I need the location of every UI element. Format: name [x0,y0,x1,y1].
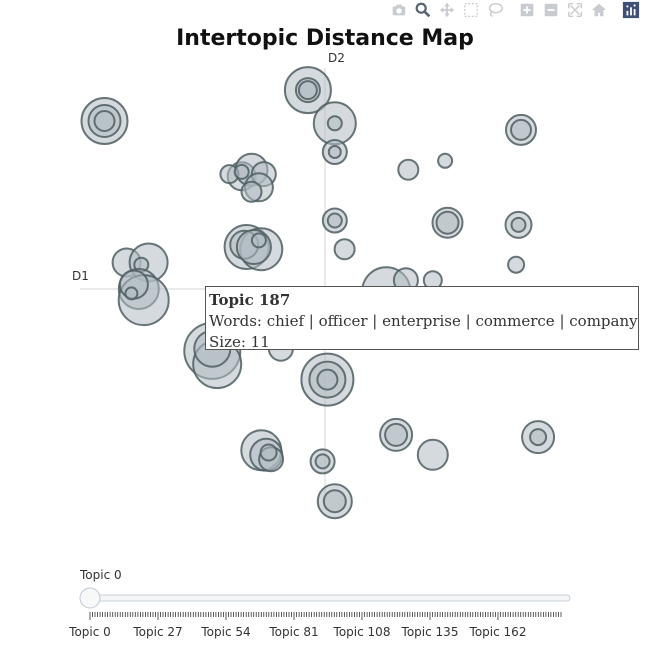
topic-bubble[interactable] [314,453,331,470]
zoom-out-icon[interactable] [541,0,561,20]
slider-tick-label: Topic 0 [68,625,111,639]
tooltip-words: Words: chief | officer | enterprise | co… [209,312,638,330]
topic-bubble[interactable] [507,255,526,274]
slider-tick-label: Topic 27 [132,625,182,639]
lasso-icon[interactable] [485,0,505,20]
tooltip-title: Topic 187 [209,291,291,309]
plotly-logo-icon[interactable] [621,0,641,20]
slider-tick-label: Topic 81 [268,625,318,639]
slider-tick-label: Topic 135 [401,625,459,639]
topic-bubble[interactable] [435,210,460,235]
x-axis-label: D1 [72,269,89,283]
slider-current-label: Topic 0 [79,568,122,582]
topic-bubble[interactable] [416,438,449,471]
topic-bubble[interactable] [384,422,409,447]
zoom-icon[interactable] [413,0,433,20]
topic-bubble[interactable] [322,489,347,514]
topic-bubble[interactable] [297,80,318,101]
topic-bubble[interactable] [327,145,342,159]
topic-bubble[interactable] [437,152,454,169]
reset-axes-icon[interactable] [589,0,609,20]
slider-track[interactable] [80,594,571,602]
topic-bubble[interactable] [326,115,343,132]
topic-bubble[interactable] [259,443,278,462]
topic-bubble[interactable] [316,368,339,391]
topic-bubble[interactable] [93,110,116,132]
topic-bubble[interactable] [124,286,139,301]
topic-slider[interactable]: Topic 0 Topic 27 Topic 54 Topic 81 Topic 108… [68,587,571,639]
slider-tick-label: Topic 162 [469,625,527,639]
chart-title: Intertopic Distance Map [176,26,474,51]
box-select-icon[interactable] [461,0,481,20]
y-axis-label: D2 [328,51,345,65]
modebar [389,0,641,20]
topic-bubble[interactable] [510,216,527,233]
topic-bubble[interactable] [233,163,250,180]
hover-tooltip: Topic 187 Words: chief | officer | enter… [205,286,639,351]
topic-bubble[interactable] [240,180,263,203]
topic-bubble[interactable] [510,118,532,141]
slider-handle[interactable] [79,587,101,609]
pan-icon[interactable] [437,0,457,20]
slider-tick-label: Topic 108 [333,625,391,639]
autoscale-icon[interactable] [565,0,585,20]
zoom-in-icon[interactable] [517,0,537,20]
topic-bubble[interactable] [529,428,548,447]
topic-bubble[interactable] [397,158,420,181]
tooltip-size: Size: 11 [209,333,270,351]
slider-tick-label: Topic 54 [200,625,250,639]
topic-bubble[interactable] [333,238,356,261]
camera-icon[interactable] [389,0,409,20]
topic-bubble[interactable] [250,232,267,249]
topic-bubble[interactable] [326,212,343,229]
